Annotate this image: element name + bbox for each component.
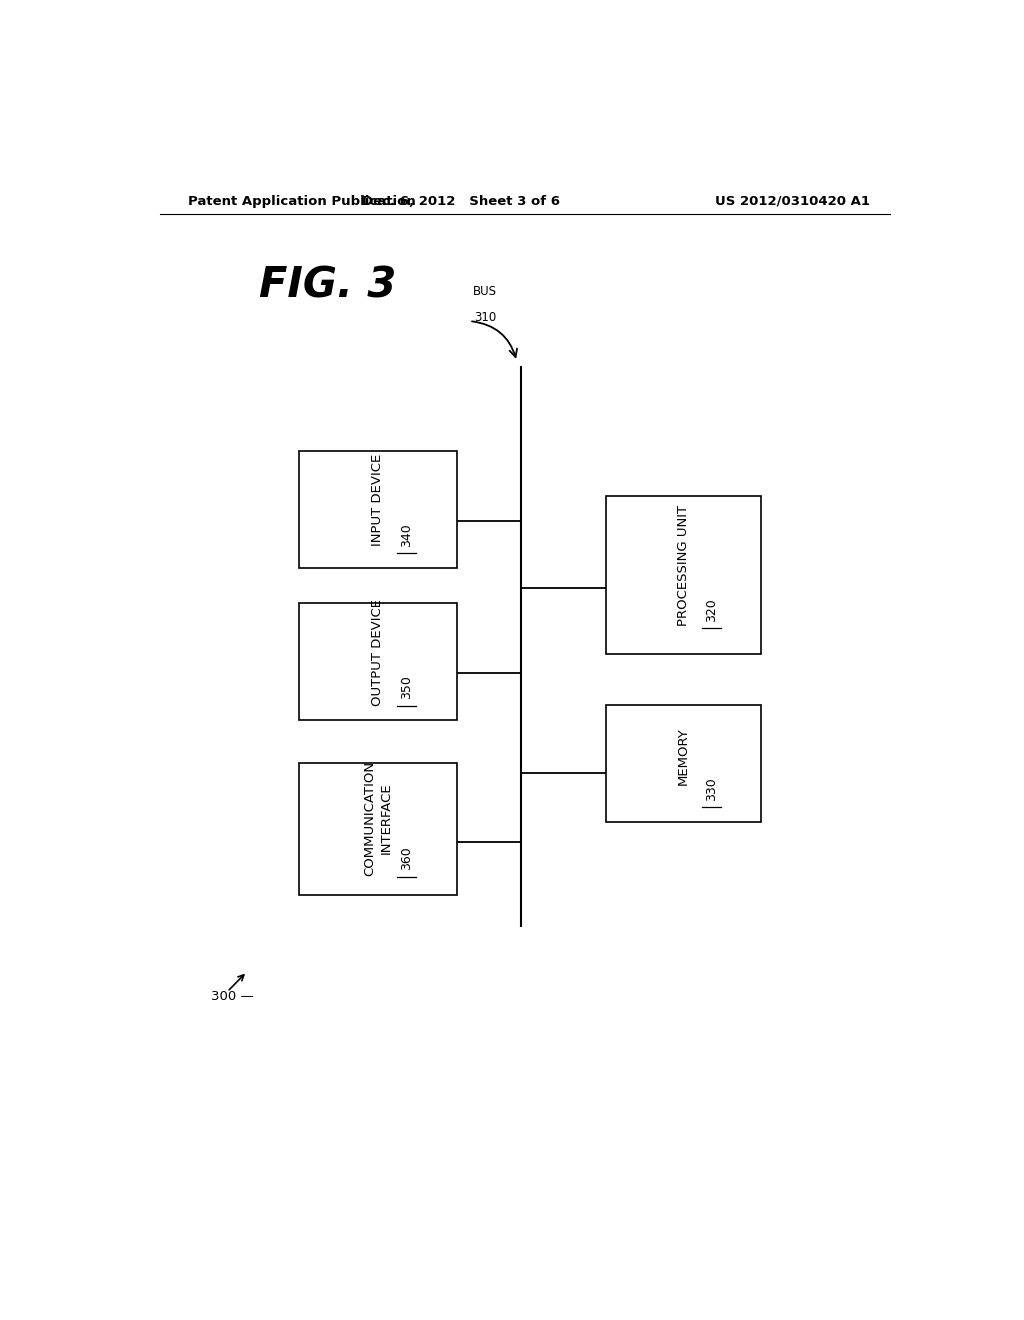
Text: OUTPUT DEVICE: OUTPUT DEVICE: [372, 599, 384, 706]
Text: 320: 320: [705, 598, 718, 622]
Text: PROCESSING UNIT: PROCESSING UNIT: [677, 506, 690, 626]
Text: Patent Application Publication: Patent Application Publication: [187, 194, 416, 207]
Text: 350: 350: [400, 676, 413, 700]
Text: BUS: BUS: [473, 285, 497, 297]
Text: Dec. 6, 2012   Sheet 3 of 6: Dec. 6, 2012 Sheet 3 of 6: [362, 194, 560, 207]
Text: 300 —: 300 —: [211, 990, 254, 1003]
Text: FIG. 3: FIG. 3: [259, 264, 396, 306]
Text: 340: 340: [400, 523, 413, 546]
Bar: [299, 603, 458, 719]
Bar: [299, 763, 458, 895]
Text: COMMUNICATION
INTERFACE: COMMUNICATION INTERFACE: [362, 762, 393, 876]
Text: INPUT DEVICE: INPUT DEVICE: [372, 454, 384, 546]
Text: MEMORY: MEMORY: [677, 727, 690, 785]
Bar: [606, 705, 761, 821]
Text: 310: 310: [474, 312, 497, 323]
Bar: [606, 496, 761, 653]
Text: 330: 330: [705, 777, 718, 801]
Text: US 2012/0310420 A1: US 2012/0310420 A1: [715, 194, 870, 207]
FancyArrowPatch shape: [472, 321, 517, 358]
Bar: [299, 450, 458, 568]
Text: 360: 360: [400, 846, 413, 870]
